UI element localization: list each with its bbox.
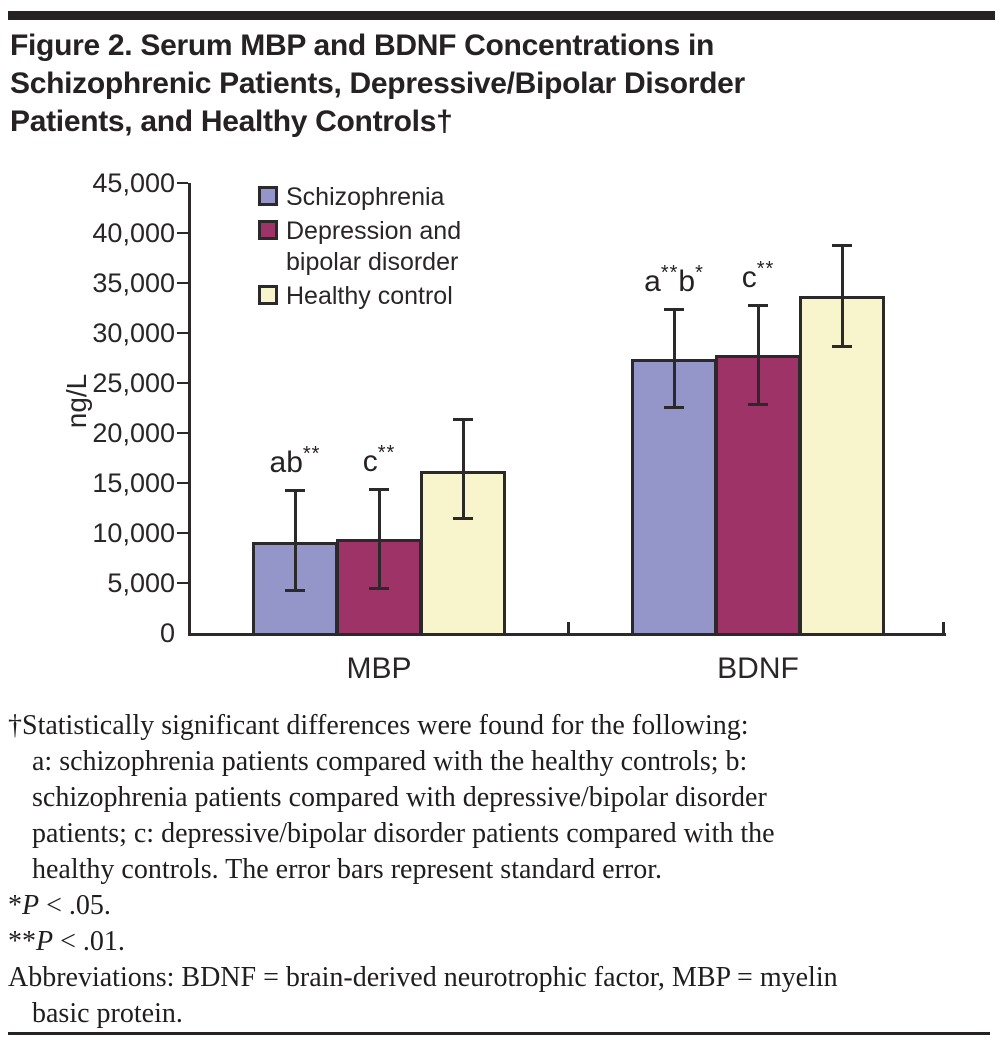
error-bar-bdnf-schizophrenia-cap-top bbox=[664, 308, 684, 311]
error-bar-mbp-schizophrenia-cap-top bbox=[285, 489, 305, 492]
y-axis-tick bbox=[177, 432, 188, 434]
y-axis-tick bbox=[177, 482, 188, 484]
legend-label: Healthy control bbox=[286, 282, 453, 310]
figure-title-line3: Patients, and Healthy Controls† bbox=[10, 105, 453, 138]
y-axis-tick-label: 20,000 bbox=[92, 418, 175, 448]
footnote-line-3: schizophrenia patients compared with dep… bbox=[32, 782, 767, 813]
error-bar-bdnf-depression-bipolar-cap-bottom bbox=[748, 403, 768, 406]
p-stars: ** bbox=[8, 926, 36, 957]
x-axis-tick bbox=[942, 622, 945, 633]
error-bar-bdnf-schizophrenia-cap-bottom bbox=[664, 406, 684, 409]
p-symbol: P bbox=[22, 890, 40, 921]
p-threshold: < .05. bbox=[39, 890, 111, 921]
y-axis-tick bbox=[177, 282, 188, 284]
y-axis-tick-label: 10,000 bbox=[92, 518, 175, 548]
legend-swatch-healthy-control bbox=[258, 285, 278, 305]
error-bar-mbp-schizophrenia bbox=[294, 490, 297, 591]
error-bar-bdnf-healthy-control-cap-bottom bbox=[832, 345, 852, 348]
y-axis-tick bbox=[177, 382, 188, 384]
error-bar-bdnf-schizophrenia bbox=[673, 309, 676, 408]
y-axis-tick-label: 15,000 bbox=[92, 468, 175, 498]
legend-swatch-schizophrenia bbox=[258, 186, 278, 206]
error-bar-mbp-depression-bipolar-cap-bottom bbox=[369, 587, 389, 590]
x-axis-tick bbox=[567, 622, 570, 633]
significance-annotation-mbp-schizophrenia: ab** bbox=[269, 443, 321, 479]
error-bar-bdnf-depression-bipolar bbox=[757, 305, 760, 405]
y-axis-tick bbox=[177, 182, 188, 184]
figure-footnote: †Statistically significant differences w… bbox=[8, 708, 996, 1032]
bar-chart: ng/L Schizophrenia Depression and bipola… bbox=[0, 160, 1002, 700]
significance-stars: ** bbox=[377, 442, 396, 464]
significance-stars: * bbox=[695, 262, 704, 284]
legend-item-healthy-control: Healthy control bbox=[258, 281, 481, 312]
legend-item-schizophrenia: Schizophrenia bbox=[258, 182, 481, 213]
p-value-note-2: **P < .01. bbox=[8, 924, 996, 960]
legend-label: Depression and bipolar disorder bbox=[286, 217, 462, 276]
footnote-line-1: †Statistically significant differences w… bbox=[8, 710, 749, 741]
p-symbol: P bbox=[36, 926, 54, 957]
y-axis-tick-label: 40,000 bbox=[92, 218, 175, 248]
error-bar-mbp-healthy-control-cap-top bbox=[453, 418, 473, 421]
p-stars: * bbox=[8, 890, 22, 921]
top-rule bbox=[8, 11, 995, 20]
legend-swatch-depression-bipolar bbox=[258, 220, 278, 240]
legend-label: Schizophrenia bbox=[286, 183, 445, 211]
significance-annotation-mbp-depression-bipolar: c** bbox=[362, 442, 396, 478]
error-bar-mbp-depression-bipolar bbox=[378, 489, 381, 589]
bottom-rule bbox=[8, 1032, 990, 1035]
error-bar-mbp-healthy-control-cap-bottom bbox=[453, 517, 473, 520]
y-axis-tick-label: 5,000 bbox=[107, 568, 175, 598]
x-category-label-mbp: MBP bbox=[346, 652, 412, 685]
y-axis-tick-label: 25,000 bbox=[92, 368, 175, 398]
x-category-label-bdnf: BDNF bbox=[717, 652, 799, 685]
y-axis-line bbox=[188, 183, 191, 636]
abbreviations-line-1: Abbreviations: BDNF = brain-derived neur… bbox=[8, 962, 838, 993]
y-axis-tick-label: 30,000 bbox=[92, 318, 175, 348]
y-axis-tick-label: 0 bbox=[159, 618, 175, 648]
p-value-note-1: *P < .05. bbox=[8, 888, 996, 924]
x-axis-line bbox=[188, 633, 946, 636]
error-bar-bdnf-healthy-control-cap-top bbox=[832, 244, 852, 247]
significance-stars: ** bbox=[660, 262, 679, 284]
p-threshold: < .01. bbox=[53, 926, 125, 957]
y-axis-tick bbox=[177, 532, 188, 534]
significance-stars: ** bbox=[302, 443, 321, 465]
significance-annotation-bdnf-schizophrenia: a**b* bbox=[644, 262, 704, 298]
error-bar-bdnf-healthy-control bbox=[841, 245, 844, 347]
figure-title-line2: Schizophrenic Patients, Depressive/Bipol… bbox=[10, 67, 745, 100]
y-axis-tick bbox=[177, 332, 188, 334]
chart-legend: Schizophrenia Depression and bipolar dis… bbox=[258, 182, 481, 312]
error-bar-bdnf-depression-bipolar-cap-top bbox=[748, 304, 768, 307]
significance-stars: ** bbox=[756, 258, 775, 280]
error-bar-mbp-healthy-control bbox=[462, 419, 465, 519]
y-axis-tick-label: 45,000 bbox=[92, 168, 175, 198]
legend-item-depression-bipolar: Depression and bipolar disorder bbox=[258, 216, 481, 278]
error-bar-mbp-depression-bipolar-cap-top bbox=[369, 488, 389, 491]
figure-title-line1: Figure 2. Serum MBP and BDNF Concentrati… bbox=[10, 29, 715, 62]
abbreviations-line-2: basic protein. bbox=[32, 998, 183, 1029]
footnote-line-2: a: schizophrenia patients compared with … bbox=[32, 746, 748, 777]
y-axis-tick bbox=[177, 582, 188, 584]
y-axis-tick-label: 35,000 bbox=[92, 268, 175, 298]
error-bar-mbp-schizophrenia-cap-bottom bbox=[285, 589, 305, 592]
footnote-line-5: healthy controls. The error bars represe… bbox=[32, 854, 663, 885]
y-axis-tick bbox=[177, 232, 188, 234]
figure-title: Figure 2. Serum MBP and BDNF Concentrati… bbox=[10, 27, 995, 141]
bar-bdnf-healthy-control bbox=[799, 296, 885, 636]
significance-annotation-bdnf-depression-bipolar: c** bbox=[741, 258, 775, 294]
footnote-line-4: patients; c: depressive/bipolar disorder… bbox=[32, 818, 775, 849]
